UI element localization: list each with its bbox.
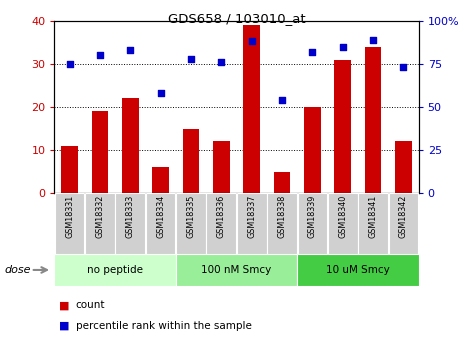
Bar: [122, 98, 139, 193]
Text: count: count: [76, 300, 105, 310]
Point: [339, 44, 347, 49]
Text: 10 uM Smcy: 10 uM Smcy: [326, 265, 390, 275]
Text: GSM18342: GSM18342: [399, 195, 408, 238]
Text: GSM18335: GSM18335: [186, 195, 195, 238]
Bar: [237, 193, 267, 254]
Bar: [206, 193, 236, 254]
Point: [308, 49, 316, 55]
Bar: [395, 141, 412, 193]
Bar: [243, 25, 260, 193]
Text: dose: dose: [5, 265, 31, 275]
Point: [96, 52, 104, 58]
Text: GSM18339: GSM18339: [308, 195, 317, 238]
Point: [126, 47, 134, 53]
Bar: [152, 167, 169, 193]
Bar: [297, 254, 419, 286]
Text: GSM18336: GSM18336: [217, 195, 226, 238]
Bar: [176, 254, 297, 286]
Bar: [92, 111, 108, 193]
Text: 100 nM Smcy: 100 nM Smcy: [201, 265, 272, 275]
Point: [66, 61, 73, 67]
Bar: [146, 193, 175, 254]
Bar: [298, 193, 327, 254]
Text: percentile rank within the sample: percentile rank within the sample: [76, 321, 252, 331]
Text: no peptide: no peptide: [87, 265, 143, 275]
Bar: [274, 171, 290, 193]
Bar: [328, 193, 358, 254]
Text: GDS658 / 103010_at: GDS658 / 103010_at: [168, 12, 305, 25]
Bar: [115, 193, 145, 254]
Bar: [176, 193, 206, 254]
Bar: [365, 47, 381, 193]
Bar: [267, 193, 297, 254]
Bar: [388, 193, 418, 254]
Point: [369, 37, 377, 42]
Point: [278, 97, 286, 103]
Point: [157, 90, 165, 96]
Text: GSM18337: GSM18337: [247, 195, 256, 238]
Point: [187, 56, 195, 61]
Text: GSM18334: GSM18334: [156, 195, 165, 238]
Bar: [358, 193, 388, 254]
Bar: [183, 128, 199, 193]
Bar: [85, 193, 115, 254]
Text: ■: ■: [59, 300, 70, 310]
Bar: [334, 60, 351, 193]
Bar: [54, 254, 176, 286]
Point: [218, 59, 225, 65]
Text: GSM18332: GSM18332: [96, 195, 105, 238]
Text: GSM18338: GSM18338: [278, 195, 287, 238]
Text: ■: ■: [59, 321, 70, 331]
Text: GSM18340: GSM18340: [338, 195, 347, 238]
Text: GSM18331: GSM18331: [65, 195, 74, 238]
Bar: [55, 193, 85, 254]
Text: GSM18341: GSM18341: [368, 195, 377, 238]
Bar: [213, 141, 230, 193]
Bar: [61, 146, 78, 193]
Bar: [304, 107, 321, 193]
Point: [248, 39, 255, 44]
Text: GSM18333: GSM18333: [126, 195, 135, 238]
Point: [400, 65, 407, 70]
